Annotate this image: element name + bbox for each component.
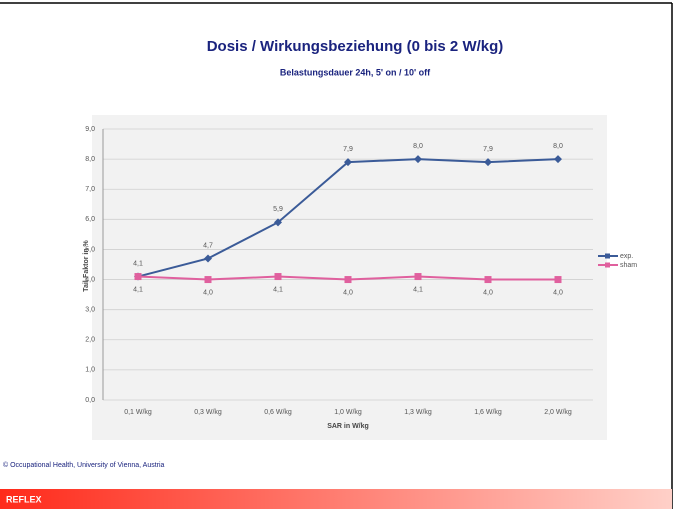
x-tick-label: 1,0 W/kg xyxy=(334,409,362,416)
data-label: 5,9 xyxy=(273,206,283,213)
point xyxy=(204,254,212,263)
y-tick-label: 4,0 xyxy=(85,276,95,283)
data-label: 7,9 xyxy=(343,146,353,153)
footer-bar xyxy=(0,489,672,509)
point xyxy=(554,276,562,284)
point xyxy=(414,273,422,281)
legend-marker xyxy=(605,262,610,268)
y-tick-label: 9,0 xyxy=(85,126,95,133)
point xyxy=(344,158,352,167)
x-tick-label: 0,6 W/kg xyxy=(264,409,292,416)
x-tick-label: 0,1 W/kg xyxy=(124,409,152,416)
y-tick-label: 2,0 xyxy=(85,337,95,344)
data-label: 4,0 xyxy=(203,289,213,296)
y-tick-label: 5,0 xyxy=(85,246,95,253)
point xyxy=(204,276,212,284)
point xyxy=(484,276,492,284)
y-tick-label: 0,0 xyxy=(85,397,95,404)
data-label: 4,1 xyxy=(273,286,283,293)
x-tick-label: 2,0 W/kg xyxy=(544,409,572,416)
point xyxy=(274,218,282,227)
data-label: 7,9 xyxy=(483,146,493,153)
point xyxy=(554,155,562,164)
legend-label: sham xyxy=(620,262,637,269)
point xyxy=(274,273,282,281)
y-tick-label: 1,0 xyxy=(85,367,95,374)
y-tick-label: 6,0 xyxy=(85,216,95,223)
data-label: 4,0 xyxy=(553,289,563,296)
data-label: 4,1 xyxy=(133,260,143,267)
y-tick-label: 8,0 xyxy=(85,156,95,163)
point xyxy=(484,158,492,167)
data-label: 4,7 xyxy=(203,242,213,249)
point xyxy=(414,155,422,164)
x-tick-label: 1,3 W/kg xyxy=(404,409,432,416)
point xyxy=(344,276,352,284)
data-label: 8,0 xyxy=(553,143,563,150)
legend-label: exp. xyxy=(620,253,633,260)
x-axis-label: SAR in W/kg xyxy=(327,423,369,430)
y-axis-label: Tail-Faktor in % xyxy=(83,239,90,291)
x-tick-label: 0,3 W/kg xyxy=(194,409,222,416)
chart-subtitle: Belastungsdauer 24h, 5' on / 10' off xyxy=(280,67,431,77)
data-label: 4,0 xyxy=(483,289,493,296)
data-label: 8,0 xyxy=(413,143,423,150)
y-tick-label: 3,0 xyxy=(85,307,95,314)
data-label: 4,1 xyxy=(413,286,423,293)
data-label: 4,1 xyxy=(133,286,143,293)
y-tick-label: 7,0 xyxy=(85,186,95,193)
legend-marker xyxy=(605,253,610,259)
chart-title: Dosis / Wirkungsbeziehung (0 bis 2 W/kg) xyxy=(207,38,504,55)
x-tick-label: 1,6 W/kg xyxy=(474,409,502,416)
brand: REFLEX xyxy=(6,494,42,504)
point xyxy=(134,273,142,281)
data-label: 4,0 xyxy=(343,289,353,296)
copyright: © Occupational Health, University of Vie… xyxy=(3,461,165,469)
